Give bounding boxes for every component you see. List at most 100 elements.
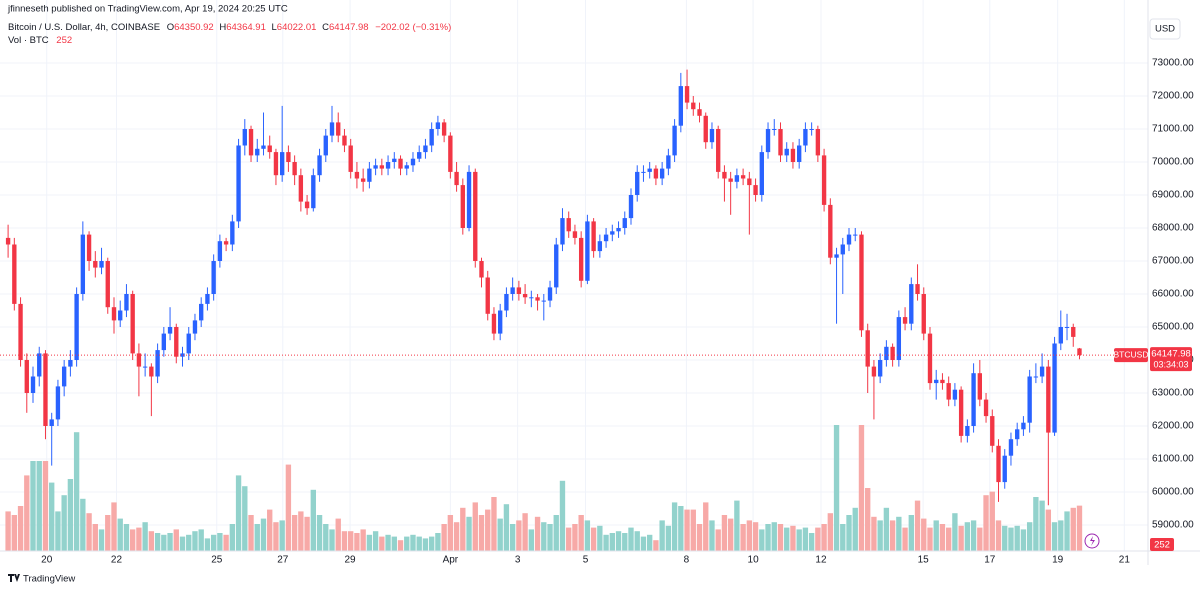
candle-body	[965, 425, 970, 436]
candle-body	[230, 221, 235, 245]
candle-body	[180, 353, 185, 357]
candle-body	[691, 102, 696, 110]
candle-body	[167, 326, 173, 334]
volume-bar	[690, 509, 696, 551]
volume-bar	[522, 513, 528, 551]
open-value: 64350.92	[174, 22, 214, 33]
volume-bar	[49, 482, 55, 551]
volume-bar	[223, 534, 229, 551]
x-tick-label: 10	[748, 555, 760, 566]
volume-bar	[584, 520, 591, 551]
volume-bar	[242, 486, 248, 551]
candle-body	[585, 221, 590, 281]
volume-bar	[927, 527, 933, 551]
x-tick-label: 20	[41, 555, 53, 566]
candle-layer	[5, 69, 1082, 506]
volume-bar	[902, 527, 908, 551]
candle-body	[504, 293, 509, 311]
candle-body	[473, 171, 478, 261]
volume-bar	[404, 536, 410, 551]
volume-bar	[61, 495, 67, 551]
volume-bar	[67, 479, 74, 551]
volume-bar	[186, 534, 192, 551]
y-tick-label: 68000.00	[1152, 223, 1194, 234]
volume-bar	[478, 515, 485, 551]
y-tick-label: 66000.00	[1152, 289, 1194, 300]
candle-body	[18, 303, 23, 360]
candle-body	[417, 152, 422, 159]
x-tick-label: Apr	[443, 555, 459, 566]
candle-body	[105, 260, 110, 308]
volume-bar	[366, 534, 373, 551]
candle-body	[653, 168, 659, 179]
volume-bar	[603, 534, 609, 551]
volume-title: Vol · BTC	[8, 35, 49, 46]
volume-bar	[734, 500, 740, 551]
volume-bar	[597, 525, 603, 551]
candle-body	[99, 260, 104, 268]
candle-body	[971, 373, 976, 426]
ohlc-prefix: C	[322, 22, 329, 33]
candle-body	[722, 171, 727, 179]
candle-body	[348, 145, 353, 172]
candle-body	[566, 218, 571, 232]
volume-bar	[105, 515, 111, 551]
volume-bar	[590, 527, 597, 551]
candle-body	[703, 115, 708, 143]
candle-body	[448, 135, 453, 172]
volume-bar	[939, 524, 946, 551]
candle-body	[753, 185, 758, 195]
volume-bar	[622, 533, 628, 551]
volume-bar	[148, 531, 155, 551]
volume-bar	[1051, 522, 1058, 551]
candle-body	[610, 231, 615, 235]
candle-body	[560, 218, 565, 245]
low-value: 64022.01	[277, 22, 317, 33]
candle-body	[709, 128, 715, 143]
candle-body	[267, 145, 272, 153]
legend-ohlc: Bitcoin / U.S. Dollar, 4h, COINBASE O643…	[8, 22, 451, 33]
volume-bar	[136, 527, 142, 551]
volume-bar	[628, 527, 634, 551]
candle-body	[217, 241, 223, 261]
volume-bar	[958, 525, 964, 551]
candle-body	[74, 293, 79, 360]
volume-bar	[883, 507, 890, 551]
volume-bar	[460, 507, 466, 551]
currency-label[interactable]: USD	[1155, 24, 1175, 35]
x-tick-label: 25	[211, 555, 223, 566]
candle-body	[404, 165, 409, 169]
y-tick-label: 73000.00	[1152, 58, 1194, 69]
candle-body	[734, 175, 740, 182]
volume-bar	[503, 504, 510, 551]
volume-bar	[397, 540, 404, 551]
candle-body	[871, 366, 877, 377]
candle-body	[716, 128, 721, 172]
x-tick-label: 5	[583, 555, 589, 566]
candle-body	[659, 168, 665, 179]
candle-body	[223, 241, 229, 245]
volume-bar	[329, 529, 335, 551]
volume-bar	[696, 524, 703, 551]
x-tick-label: 8	[684, 555, 690, 566]
candle-body	[958, 389, 964, 436]
y-tick-label: 69000.00	[1152, 190, 1194, 201]
currency-button[interactable]	[1149, 18, 1181, 40]
candle-body	[890, 346, 895, 360]
volume-bar	[210, 534, 217, 551]
volume-bar	[678, 506, 684, 551]
volume-bar	[534, 516, 541, 551]
candle-body	[597, 241, 603, 252]
volume-bar	[709, 520, 715, 551]
volume-bar	[877, 520, 883, 551]
symbol-title: Bitcoin / U.S. Dollar, 4h, COINBASE	[8, 22, 160, 33]
candle-body	[435, 122, 441, 129]
volume-bar	[111, 502, 117, 551]
candle-body	[61, 366, 67, 387]
candle-body	[1058, 326, 1063, 344]
volume-bar	[995, 520, 1002, 551]
candle-body	[1021, 422, 1026, 430]
candle-body	[423, 145, 428, 153]
volume-bar	[304, 516, 310, 551]
candle-body	[454, 171, 459, 186]
